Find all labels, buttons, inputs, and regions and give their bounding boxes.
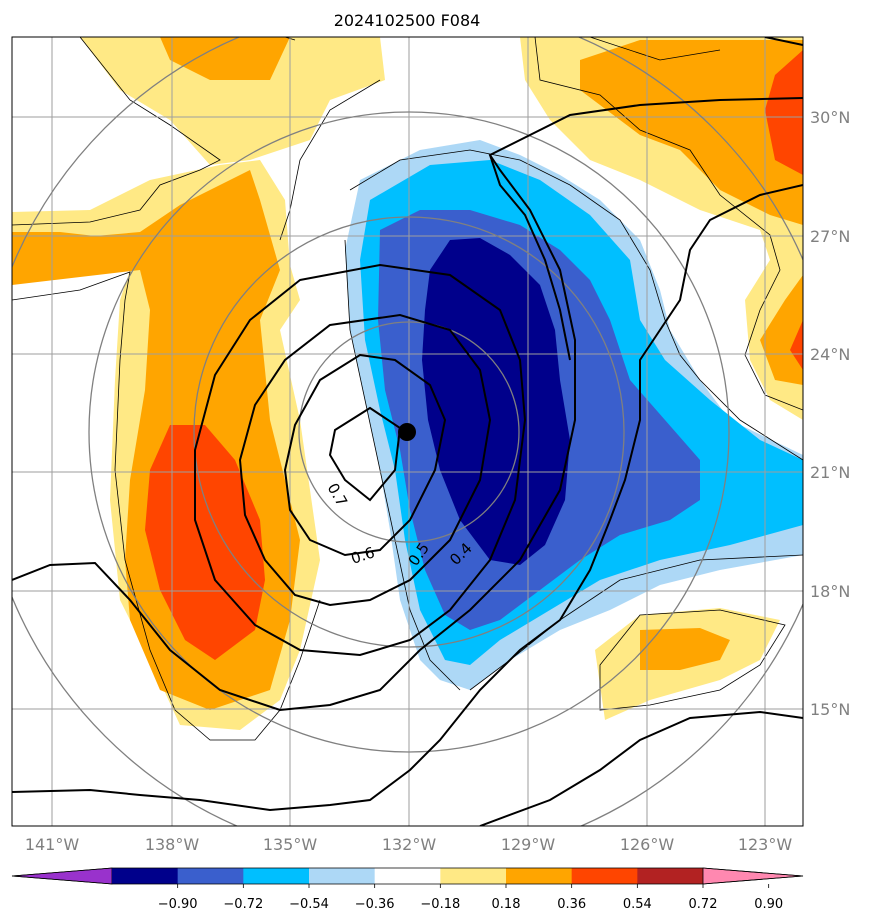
range-rings (12, 37, 803, 826)
colorbar-box (440, 868, 507, 884)
lon-label-126w: 126°W (620, 835, 675, 854)
positive-mid-region-east (760, 275, 803, 385)
contour-outer-3 (12, 184, 803, 812)
lat-label-21n: 21°N (810, 463, 850, 482)
contour-0.4 (194, 263, 527, 657)
map-panel: 0.7 0.6 0.5 0.4 (12, 37, 803, 826)
lat-label-18n: 18°N (810, 582, 850, 601)
colorbar-box (506, 868, 573, 884)
lon-label-141w: 141°W (25, 835, 80, 854)
colorbar-box (309, 868, 376, 884)
colorbar: −0.90 −0.72 −0.54 −0.36 −0.18 0.18 0.36 0.54 0.7… (11, 867, 804, 912)
lat-label-15n: 15°N (810, 700, 850, 719)
map-frame (11, 36, 804, 827)
lon-label-129w: 129°W (501, 835, 556, 854)
positive-strong-region-east (790, 320, 803, 370)
contour-0.5 (238, 313, 492, 607)
lon-label-135w: 135°W (263, 835, 318, 854)
lat-label-24n: 24°N (810, 345, 850, 364)
contour-0.6 (283, 353, 447, 557)
colorbar-tick-label: −0.90 (158, 897, 198, 912)
latitude-labels: 30°N 27°N 24°N 21°N 18°N 15°N (810, 108, 850, 719)
colorbar-extend-low (11, 867, 113, 885)
colorbar-tick-label: 0.18 (492, 897, 521, 912)
longitude-labels: 141°W 138°W 135°W 132°W 129°W 126°W 123°… (25, 835, 793, 854)
colorbar-tick-label: −0.36 (355, 897, 395, 912)
storm-center-marker (398, 423, 416, 441)
colorbar-box (571, 868, 638, 884)
colorbar-tick-label: 0.36 (557, 897, 586, 912)
colorbar-box (112, 868, 179, 884)
colorbar-tick-label: −0.54 (289, 897, 329, 912)
colorbar-tick-label: −0.18 (420, 897, 460, 912)
positive-mid-region-ne (580, 40, 803, 225)
colorbar-extend-high (702, 867, 804, 885)
colorbar-box (243, 868, 310, 884)
contour-outer-2 (489, 154, 571, 361)
lon-label-138w: 138°W (145, 835, 200, 854)
lon-label-132w: 132°W (382, 835, 437, 854)
lon-label-123w: 123°W (738, 835, 793, 854)
lat-label-30n: 30°N (810, 108, 850, 127)
colorbar-tick-label: 0.54 (623, 897, 652, 912)
colorbar-box (374, 868, 441, 884)
colorbar-outline (11, 867, 804, 885)
colorbar-tick-label: 0.72 (689, 897, 718, 912)
positive-anomaly-shading (12, 37, 803, 730)
map-title: 2024102500 F084 (334, 11, 481, 30)
contour-outer-1 (12, 97, 803, 712)
contour-outer-5 (764, 37, 803, 46)
zero-contour-lines (12, 37, 803, 741)
colorbar-tick-label: −0.72 (223, 897, 263, 912)
colorbar-box (177, 868, 244, 884)
black-contours (12, 37, 803, 826)
colorbar-box (637, 868, 704, 884)
negative-max-region (422, 238, 570, 565)
positive-mid-region-north (160, 37, 290, 80)
colorbar-tick-label: 0.90 (754, 897, 783, 912)
positive-strong-region-ne (765, 50, 803, 175)
positive-mid-region-se (640, 628, 730, 670)
contour-outer-4 (479, 710, 803, 826)
lat-label-27n: 27°N (810, 227, 850, 246)
positive-light-region-north (80, 37, 385, 165)
